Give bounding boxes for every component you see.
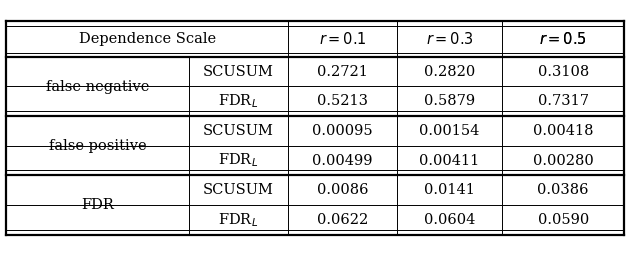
Text: 0.0604: 0.0604 — [424, 213, 476, 227]
Text: 0.0141: 0.0141 — [424, 183, 475, 197]
Text: FDR$_L$: FDR$_L$ — [218, 92, 259, 110]
Text: 0.0086: 0.0086 — [317, 183, 368, 197]
Text: 0.00499: 0.00499 — [312, 153, 372, 168]
Text: 0.2820: 0.2820 — [424, 65, 476, 79]
Text: FDR$_L$: FDR$_L$ — [218, 152, 259, 169]
Text: 0.00095: 0.00095 — [312, 124, 372, 138]
Text: SCUSUM: SCUSUM — [203, 183, 274, 197]
Text: 0.3108: 0.3108 — [538, 65, 589, 79]
Text: Dependence Scale: Dependence Scale — [79, 32, 216, 46]
Text: 0.5213: 0.5213 — [317, 94, 368, 108]
Text: 0.5879: 0.5879 — [424, 94, 475, 108]
Text: 0.0590: 0.0590 — [538, 213, 589, 227]
Text: 0.2721: 0.2721 — [317, 65, 368, 79]
Text: FDR: FDR — [81, 198, 114, 212]
Text: FDR$_L$: FDR$_L$ — [218, 211, 259, 229]
Text: 0.00411: 0.00411 — [419, 153, 480, 168]
Text: false positive: false positive — [49, 139, 147, 152]
Text: false negative: false negative — [46, 80, 149, 94]
Text: 0.7317: 0.7317 — [538, 94, 589, 108]
Text: SCUSUM: SCUSUM — [203, 124, 274, 138]
Text: $r = 0.3$: $r = 0.3$ — [426, 31, 474, 47]
Text: 0.00418: 0.00418 — [533, 124, 593, 138]
Text: 0.0622: 0.0622 — [317, 213, 368, 227]
Text: $r = 0.5$: $r = 0.5$ — [540, 31, 587, 47]
Text: $r = 0.1$: $r = 0.1$ — [319, 31, 366, 47]
Text: $r = 0.5$: $r = 0.5$ — [540, 31, 587, 47]
Text: 0.00280: 0.00280 — [533, 153, 593, 168]
Text: 0.0386: 0.0386 — [538, 183, 589, 197]
Text: SCUSUM: SCUSUM — [203, 65, 274, 79]
Text: 0.00154: 0.00154 — [419, 124, 480, 138]
